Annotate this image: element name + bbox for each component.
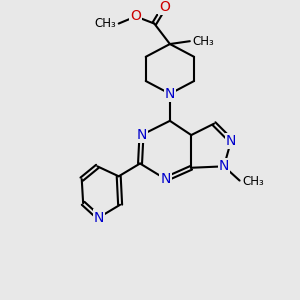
Text: N: N xyxy=(165,87,175,101)
Text: CH₃: CH₃ xyxy=(95,17,116,30)
Text: O: O xyxy=(159,0,170,14)
Text: O: O xyxy=(130,9,141,23)
Text: CH₃: CH₃ xyxy=(192,35,214,48)
Text: CH₃: CH₃ xyxy=(242,176,264,188)
Text: N: N xyxy=(136,128,147,142)
Text: N: N xyxy=(219,159,229,173)
Text: N: N xyxy=(226,134,236,148)
Text: N: N xyxy=(94,211,104,224)
Text: N: N xyxy=(160,172,171,186)
